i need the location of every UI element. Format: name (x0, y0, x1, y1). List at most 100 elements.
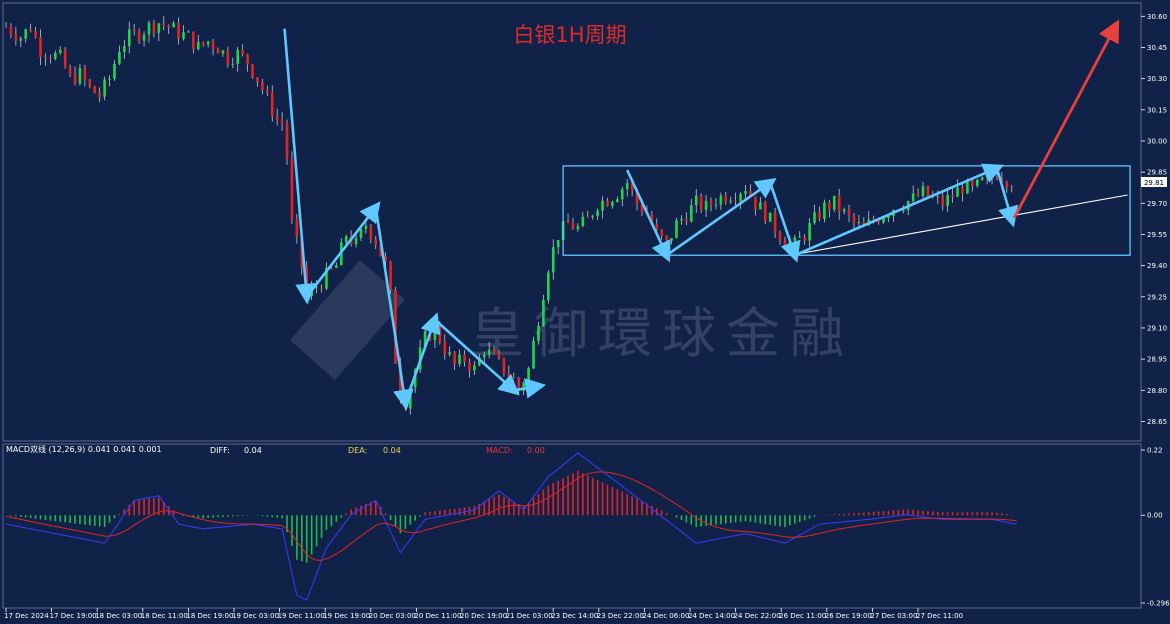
candle-body (694, 195, 698, 206)
candle-body (606, 200, 609, 206)
candle-body (798, 236, 802, 238)
candle-body (975, 179, 979, 187)
candle-body (49, 57, 52, 59)
candle-body (926, 186, 930, 197)
candle-body (586, 216, 590, 218)
time-tick-label: 24 Dec 22:00 (734, 612, 781, 620)
wave-arrow (794, 163, 1005, 257)
candle-body (532, 340, 535, 369)
candle-body (394, 290, 397, 364)
candle-body (374, 239, 378, 245)
macd-tick-label: 0.00 (1147, 512, 1163, 520)
candle-body (142, 34, 146, 41)
wave-arrow (434, 318, 520, 396)
candle-body (749, 191, 752, 197)
candle-body (616, 199, 619, 202)
candle-body (132, 29, 136, 31)
price-annotations (283, 19, 1131, 411)
candle-body (492, 349, 496, 354)
price-y-axis: 30.60 30.45 30.30 30.15 30.00 29.85 29.70 29.55… (1141, 13, 1167, 426)
candle-body (596, 210, 599, 216)
projection-arrow (1012, 19, 1120, 219)
price-tag-text: 29.81 (1144, 179, 1164, 187)
macd-tick-label: 0.22 (1147, 447, 1163, 455)
candle-body (236, 49, 240, 64)
candle-body (196, 41, 200, 50)
candle-body (709, 200, 713, 205)
candle-body (542, 299, 545, 326)
candle-body (946, 194, 949, 206)
candle-body (660, 229, 664, 236)
candle-body (34, 31, 37, 38)
candle-body (768, 212, 772, 222)
candle-body (14, 34, 18, 41)
candle-body (182, 32, 185, 39)
candle-body (601, 200, 604, 211)
candle-body (980, 177, 984, 180)
time-tick-label: 24 Dec 14:00 (688, 612, 735, 620)
candle-body (670, 238, 673, 241)
candle-body (635, 190, 639, 204)
candle-body (335, 265, 338, 268)
candle-body (58, 49, 62, 53)
candle-body (78, 68, 82, 84)
candle-body (640, 203, 644, 213)
candle-body (265, 90, 269, 93)
candle-body (285, 123, 289, 159)
price-panel: 皇御環球金融 白银1H周期 30.60 30.45 30.30 30.15 30.00 2… (2, 2, 1167, 442)
candle-body (226, 50, 230, 65)
candle-body (497, 353, 501, 358)
candle-body (29, 29, 32, 32)
candle-body (813, 212, 816, 223)
candle-body (379, 244, 382, 256)
candle-body (137, 30, 141, 41)
candle-body (620, 189, 624, 200)
candle-body (882, 217, 885, 223)
candle-body (246, 54, 249, 65)
wave-arrow (374, 207, 414, 411)
macd-y-axis: 0.22 0.00 -0.296 (1141, 447, 1170, 608)
candle-body (754, 196, 757, 210)
candle-body (172, 23, 175, 28)
candle-body (655, 224, 659, 230)
candle-body (438, 324, 442, 343)
candle-body (719, 195, 723, 205)
candle-body (187, 31, 190, 33)
candle-body (783, 240, 787, 248)
candle-body (295, 219, 299, 237)
candle-body (177, 23, 180, 39)
candle-body (759, 202, 762, 210)
candle-body (261, 81, 264, 91)
candle-body (44, 57, 47, 59)
wave-arrow (768, 182, 801, 263)
wave-arrow (404, 312, 441, 404)
macd-tick-label: -0.296 (1147, 600, 1170, 608)
candle-body (680, 218, 683, 221)
candle-body (724, 195, 728, 202)
candle-body (453, 352, 456, 364)
candle-body (665, 235, 668, 241)
candle-body (936, 196, 940, 198)
macd-value: 0.00 (527, 446, 545, 455)
candle-body (19, 38, 23, 41)
time-tick-label: 20 Dec 03:00 (369, 612, 416, 620)
consolidation-box (562, 165, 1131, 256)
time-tick-label: 18 Dec 11:00 (141, 612, 188, 620)
macd-indicator-label: MACD双线 (12,26,9) 0.041 0.041 0.001 (6, 444, 162, 454)
time-tick-label: 19 Dec 03:00 (232, 612, 279, 620)
time-tick-label: 17 Dec 19:00 (50, 612, 97, 620)
candle-body (522, 383, 525, 391)
candle-body (113, 63, 116, 79)
wave-arrow (283, 28, 317, 305)
time-tick-label: 26 Dec 11:00 (779, 612, 826, 620)
price-tick-label: 30.15 (1147, 106, 1167, 114)
price-tick-label: 29.10 (1147, 324, 1167, 332)
candle-body (763, 202, 767, 222)
candle-body (576, 226, 580, 230)
price-tick-label: 30.00 (1147, 137, 1167, 145)
candle-body (88, 80, 92, 87)
wave-arrow (305, 201, 381, 298)
candle-body (54, 52, 57, 59)
time-tick-label: 20 Dec 11:00 (414, 612, 461, 620)
candle-body (103, 79, 106, 97)
